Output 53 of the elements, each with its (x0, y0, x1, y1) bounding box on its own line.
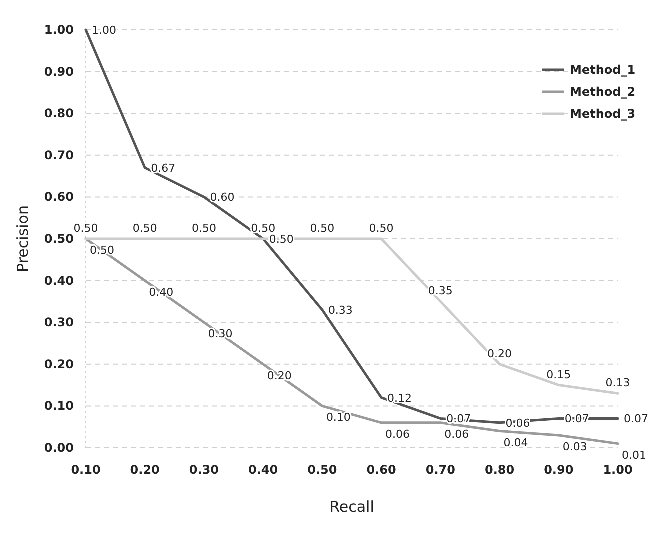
legend-label: Method_1 (570, 63, 636, 77)
data-label: 0.50 (251, 222, 276, 235)
x-tick-label: 0.30 (189, 463, 220, 477)
data-label: 0.50 (74, 222, 98, 235)
x-tick-label: 0.40 (248, 463, 278, 477)
y-tick-label: 0.70 (44, 148, 74, 162)
data-label: 0.50 (132, 222, 158, 235)
y-tick-label: 0.10 (44, 399, 74, 414)
data-label: 0.50 (192, 222, 216, 235)
data-label: 0.12 (388, 392, 412, 405)
data-label: 0.13 (606, 376, 630, 390)
data-label: 0.50 (90, 244, 114, 257)
data-label: 0.10 (326, 411, 351, 424)
x-tick-label: 0.20 (130, 463, 160, 477)
data-label: 0.50 (310, 222, 335, 235)
x-tick-label: 1.00 (603, 463, 633, 477)
x-tick-label: 0.50 (308, 463, 338, 477)
data-label: 0.33 (328, 304, 353, 318)
data-label: 0.20 (267, 369, 292, 382)
y-tick-label: 1.00 (44, 23, 74, 37)
data-label: 0.30 (208, 328, 233, 341)
data-label: 0.04 (504, 436, 528, 450)
y-tick-label: 0.30 (44, 316, 74, 330)
data-label: 0.01 (622, 448, 646, 462)
x-tick-label: 0.60 (366, 463, 396, 477)
y-tick-label: 0.20 (44, 357, 74, 372)
x-tick-label: 0.70 (426, 463, 456, 477)
data-label: 0.15 (546, 368, 572, 382)
data-label: 0.06 (444, 428, 470, 441)
y-tick-label: 0.60 (44, 190, 74, 204)
x-tick-label: 0.10 (71, 463, 101, 477)
y-tick-label: 0.90 (44, 64, 74, 79)
x-tick-label: 0.90 (544, 463, 574, 477)
y-tick-label: 0.80 (44, 106, 74, 121)
data-label: 1.00 (92, 24, 116, 37)
data-label: 0.50 (269, 233, 294, 246)
legend-label: Method_2 (570, 85, 636, 99)
x-axis-title: Recall (330, 498, 374, 516)
y-tick-label: 0.40 (44, 274, 74, 288)
data-label: 0.60 (210, 191, 235, 204)
data-label: 0.07 (624, 412, 648, 426)
data-label: 0.67 (151, 162, 176, 175)
data-label: 0.06 (386, 428, 410, 441)
data-label: 0.20 (488, 347, 512, 360)
y-tick-label: 0.50 (44, 232, 74, 246)
legend-label: Method_3 (570, 107, 636, 121)
y-tick-label: 0.00 (44, 441, 74, 455)
x-tick-label: 0.80 (484, 463, 515, 477)
data-label: 0.03 (562, 440, 588, 454)
y-axis-title: Precision (14, 206, 32, 272)
data-label: 0.35 (428, 284, 453, 298)
data-label: 0.50 (369, 222, 394, 235)
data-label: 0.40 (149, 286, 174, 299)
